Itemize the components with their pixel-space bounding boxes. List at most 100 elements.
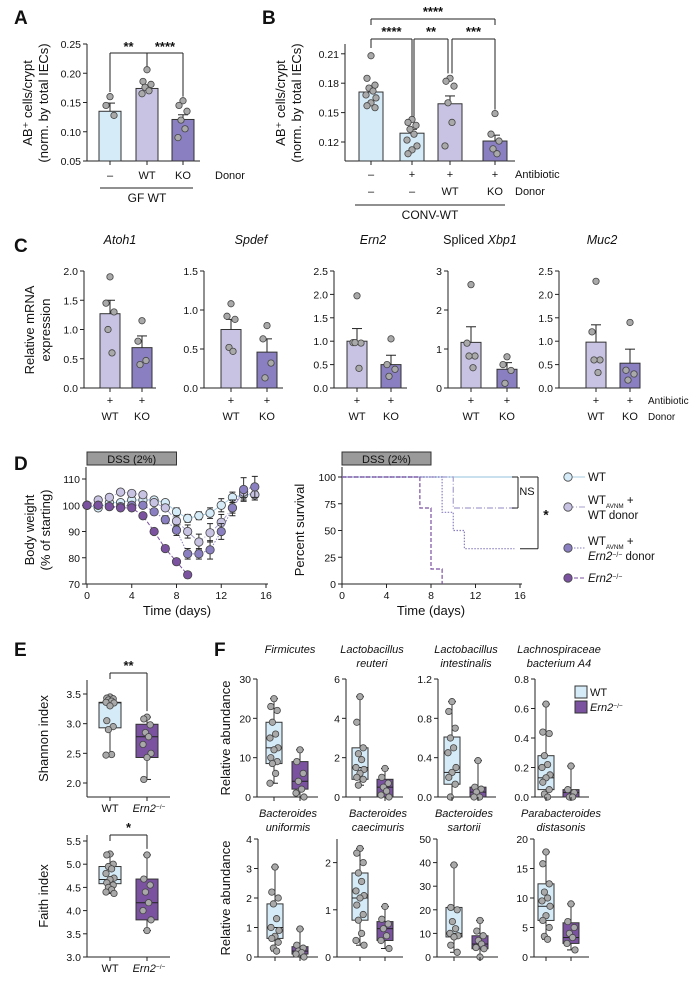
data-point [448,698,456,706]
y-tick-label: 2 [246,893,252,905]
text-part: Xbp1 [487,233,517,247]
data-point [297,785,306,793]
y-tick-label: 2.0 [313,289,328,301]
significance-label: * [126,820,132,835]
data-point [231,315,239,323]
data-point [143,753,151,762]
y-tick-label: 2 [325,858,331,870]
x-tick-label-donor: KO [383,411,399,423]
x-tick-label-donor: WT [222,411,239,423]
y-tick-label: 1.0 [538,336,553,348]
data-point [300,793,308,801]
data-point [183,107,191,115]
x-tick-label: 4 [384,590,390,602]
subplot-title: caecimuris [352,822,405,834]
data-point [227,503,238,513]
y-tick-label: 20 [516,834,528,846]
data-point [93,500,103,510]
data-point [138,490,148,500]
y-tick-label: 2.5 [66,748,81,760]
data-point [371,81,379,89]
text-part: Spliced [443,233,487,247]
bar [98,110,122,162]
y-tick-label: 0 [425,952,431,964]
text-part: AVNM [606,503,624,510]
text-part: + [624,495,634,507]
data-point [134,337,142,345]
y-axis-label: Relative abundance [218,841,233,956]
significance-label: *** [466,24,482,39]
y-tick-label: 0.8 [417,713,432,725]
data-point [363,102,371,110]
data-point [503,353,511,361]
subplot-title: distasonis [537,822,586,834]
panel-label: F [214,640,226,661]
y-axis-label: (norm. by total IECs) [289,43,304,162]
y-axis-label: Body weight [22,494,37,565]
data-point [171,507,182,517]
subplot-title: Spliced Xbp1 [443,233,517,247]
y-tick-label: 2.5 [538,266,553,278]
dss-banner-label: DSS (2%) [107,454,156,466]
data-point [363,74,371,82]
text-part: donor [622,551,655,563]
data-point [378,915,386,923]
text-part: −/− [612,574,622,581]
x-tick-label-donor: KO [134,411,150,423]
x-tick-label: 0 [84,590,90,602]
data-point [103,717,111,725]
data-point [507,366,515,375]
data-point [102,888,110,896]
y-tick-label: 100 [318,472,336,484]
series-line [87,486,255,555]
data-point [383,360,391,369]
data-point [453,948,461,956]
legend-label: WTAVNM + [588,495,634,510]
bar [171,118,195,162]
y-tick-label: 80 [68,553,80,565]
data-point [110,889,118,898]
panel-label: A [14,8,28,29]
y-axis-label: (norm. by total IECs) [36,43,51,162]
x-tick-label: Ern2−/− [133,803,166,815]
y-tick-label: 1.2 [417,674,432,686]
data-point [404,118,412,127]
data-point [542,848,550,856]
data-point [470,793,478,801]
subplot-title: Lachnospiraceae [517,644,601,656]
data-point [448,917,456,926]
data-point [467,281,475,289]
subplot-title: Ern2 [360,233,386,247]
data-point [592,277,600,285]
text-part: −/− [156,804,166,811]
data-point [377,791,385,799]
data-point [446,734,454,742]
data-point [542,700,550,708]
data-point [480,945,488,953]
data-point [181,125,189,133]
data-point [412,121,420,129]
legend-marker [563,472,573,482]
y-tick-label: 1 [325,905,331,917]
y-tick-label: 5.0 [66,859,81,871]
data-point [108,349,116,357]
x-tick-label-donor: KO [499,411,515,423]
data-point [216,500,226,510]
data-point [476,916,484,925]
y-axis-label: expression [38,299,53,362]
data-point [354,916,362,924]
y-tick-label: 0.5 [313,360,328,372]
x-tick-label: 0 [339,590,345,602]
data-point [539,860,547,868]
data-point [160,543,170,554]
y-tick-label: 0 [334,792,340,804]
data-point [183,526,193,537]
data-point [351,339,359,347]
data-point [487,130,495,138]
y-tick-label: 0.2 [514,763,529,775]
data-point [362,91,370,99]
bar [256,351,278,389]
x-tick-label-donor: – [368,186,375,198]
y-tick-label: 10 [419,928,431,940]
data-point [385,944,393,953]
